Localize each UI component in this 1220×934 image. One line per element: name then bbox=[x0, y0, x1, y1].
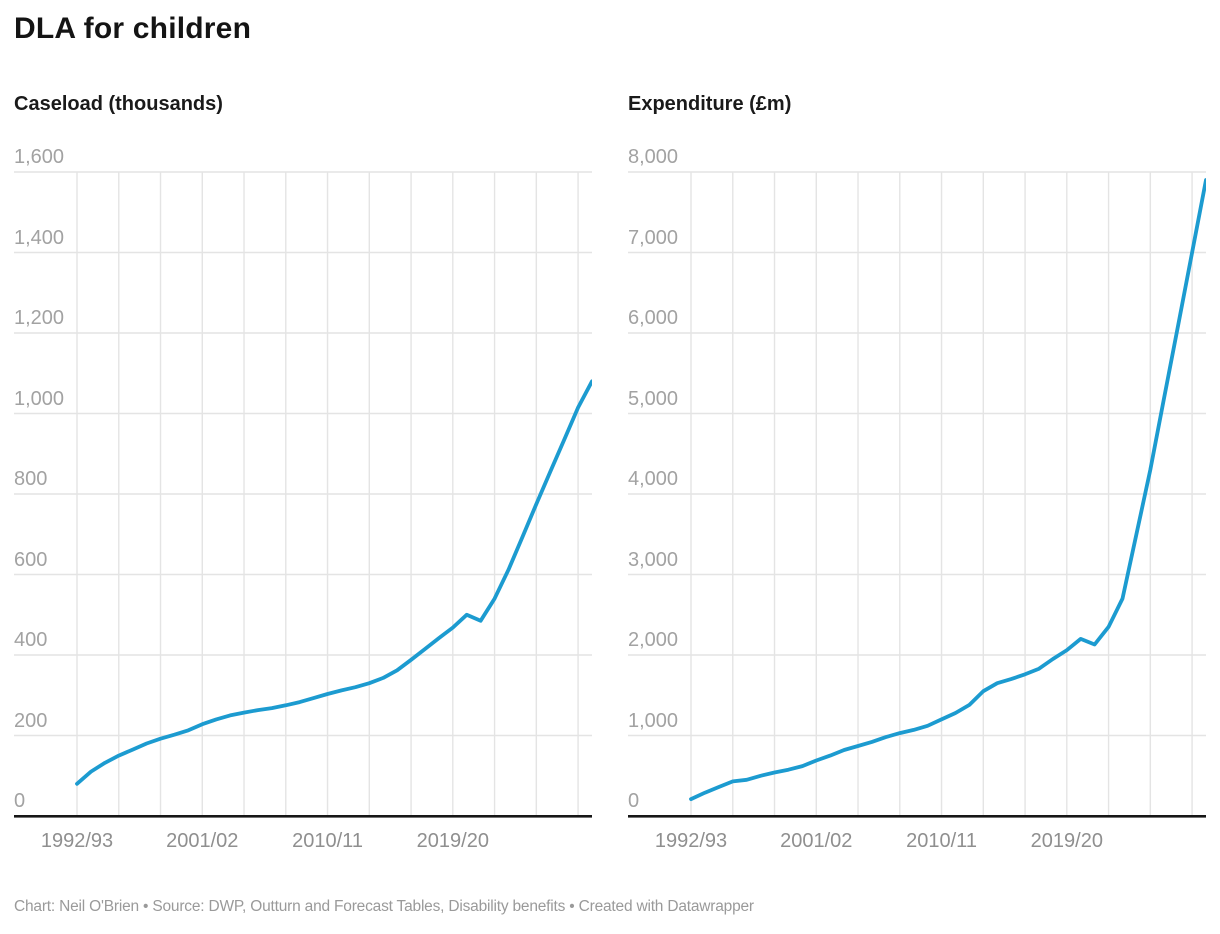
expenditure-plot bbox=[628, 171, 1206, 818]
x-axis-tick-label: 1992/93 bbox=[654, 830, 728, 852]
y-axis-tick-label: 800 bbox=[14, 468, 48, 490]
x-axis-tick-label: 2019/20 bbox=[1030, 830, 1103, 852]
x-axis-tick-label: 2001/02 bbox=[166, 830, 239, 852]
y-axis-tick-label: 1,200 bbox=[14, 307, 65, 329]
y-axis-tick-label: 6,000 bbox=[628, 307, 679, 329]
y-axis-tick-label: 1,000 bbox=[14, 387, 65, 410]
expenditure-line bbox=[689, 178, 1206, 801]
page-title: DLA for children bbox=[14, 12, 252, 45]
expenditure-chart-title: Expenditure (£m) bbox=[628, 93, 792, 115]
x-axis-tick-label: 2010/11 bbox=[906, 830, 977, 852]
x-axis-tick-label: 2001/02 bbox=[780, 830, 853, 852]
x-axis-baseline bbox=[628, 815, 1206, 818]
y-axis-tick-label: 3,000 bbox=[628, 548, 679, 571]
caseload-line bbox=[75, 379, 592, 786]
x-axis-baseline bbox=[14, 815, 592, 818]
caseload-plot bbox=[14, 171, 592, 818]
y-axis-tick-label: 0 bbox=[14, 790, 26, 812]
x-axis-tick-label: 2010/11 bbox=[292, 830, 363, 852]
y-axis-tick-label: 1,400 bbox=[14, 226, 65, 249]
y-axis-tick-label: 1,000 bbox=[628, 709, 679, 732]
y-axis-tick-label: 400 bbox=[14, 629, 48, 651]
caseload-chart-panel: Caseload (thousands) 0 200 400 600 800 1,000 1… bbox=[14, 0, 592, 934]
y-axis-tick-label: 0 bbox=[628, 790, 640, 812]
x-axis-tick-label: 2019/20 bbox=[416, 830, 489, 852]
y-axis-tick-label: 7,000 bbox=[628, 226, 679, 249]
y-axis-tick-label: 5,000 bbox=[628, 387, 679, 410]
caseload-chart-title: Caseload (thousands) bbox=[14, 93, 223, 115]
y-axis-tick-label: 2,000 bbox=[628, 629, 679, 651]
x-axis-tick-label: 1992/93 bbox=[40, 830, 114, 852]
y-axis-tick-label: 8,000 bbox=[628, 146, 679, 168]
y-axis-tick-label: 600 bbox=[14, 548, 48, 571]
y-axis-tick-label: 4,000 bbox=[628, 468, 679, 490]
y-axis-tick-label: 1,600 bbox=[14, 146, 65, 168]
expenditure-chart-panel: Expenditure (£m) 0 1,000 2,000 3,000 4,000 5,… bbox=[628, 0, 1206, 934]
chart-attribution: Chart: Neil O'Brien • Source: DWP, Outtu… bbox=[14, 898, 754, 915]
y-axis-tick-label: 200 bbox=[14, 709, 48, 732]
